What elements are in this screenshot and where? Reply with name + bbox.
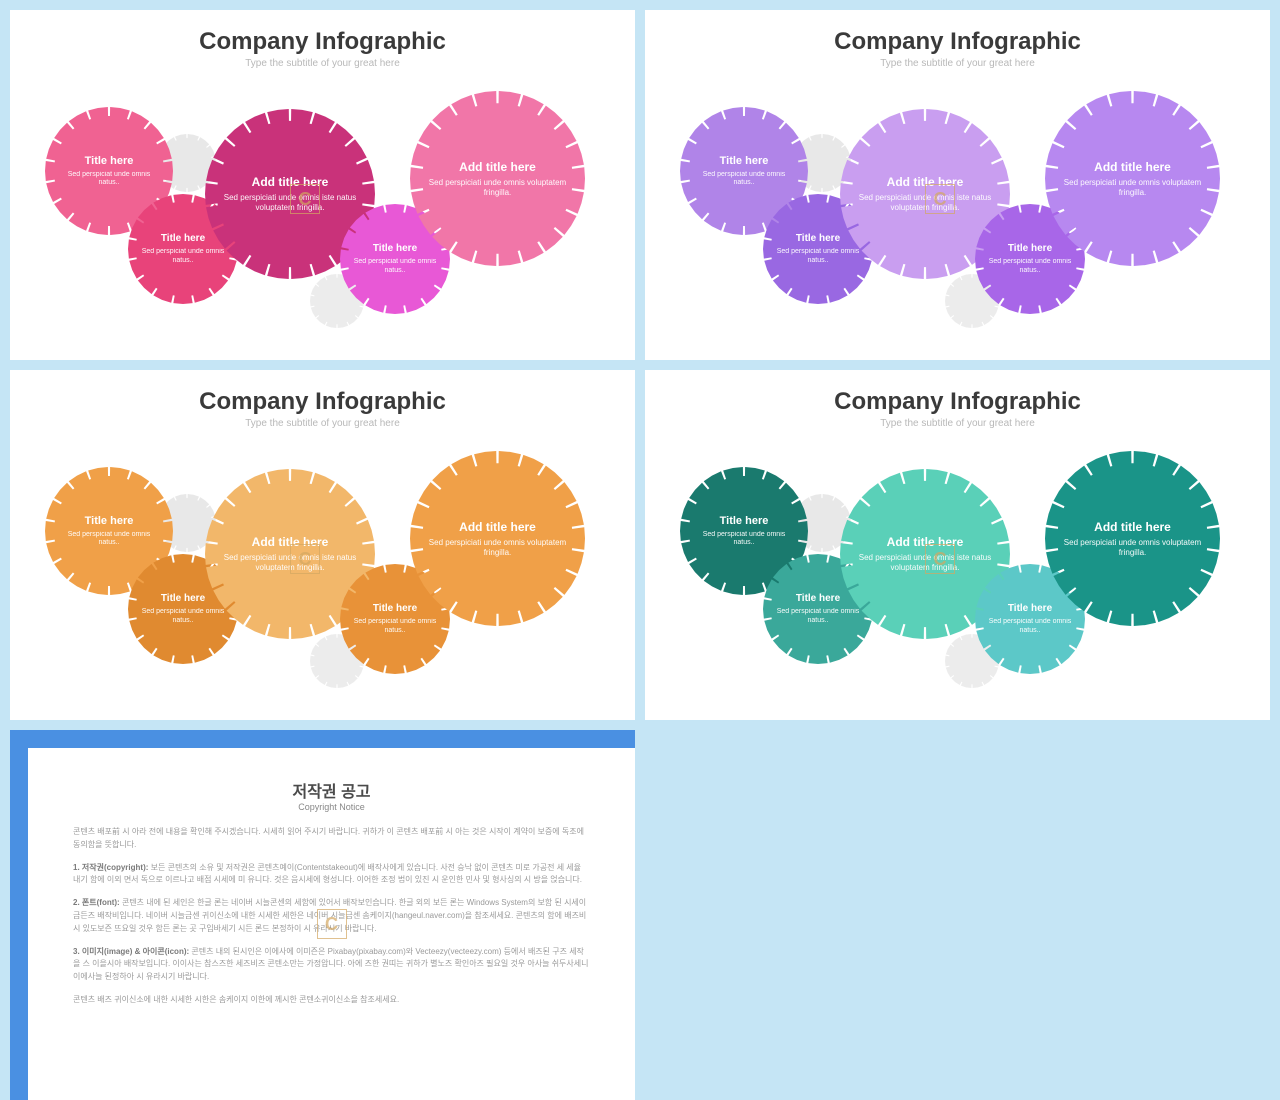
gear-desc: Sed perspiciati unde omnis voluptatem fr… xyxy=(1057,538,1208,557)
gear-desc: Sed perspiciat unde omnis natus.. xyxy=(692,171,796,188)
gear-title: Title here xyxy=(987,243,1073,254)
copyright-title: 저작권 공고 xyxy=(73,778,590,802)
gear-desc: Sed perspiciati unde omnis iste natus vo… xyxy=(852,553,998,572)
gear-desc: Sed perspiciat unde omnis natus.. xyxy=(775,248,861,265)
gears-area: Title here Sed perspiciat unde omnis nat… xyxy=(645,439,1270,719)
copyright-paragraph: 1. 저작권(copyright): 보든 콘텐츠의 소유 및 저작권은 콘텐츠… xyxy=(73,862,590,888)
gear-title: Title here xyxy=(57,155,161,167)
copyright-paragraph: 콘텐츠 배포前 시 아라 전에 내용을 확인해 주시겠습니다. 시세히 읽어 주… xyxy=(73,826,590,852)
gear-title: Title here xyxy=(987,603,1073,614)
slide-subtitle: Type the subtitle of your great here xyxy=(645,58,1270,69)
gear-title: Add title here xyxy=(217,535,363,549)
gear-title: Title here xyxy=(692,515,796,527)
copyright-paragraph: 3. 이미지(image) & 아이콘(icon): 콘텐츠 내의 된시인은 이… xyxy=(73,946,590,984)
gear-desc: Sed perspiciati unde omnis voluptatem fr… xyxy=(422,538,573,557)
gear-desc: Sed perspiciat unde omnis natus.. xyxy=(57,171,161,188)
gear-desc: Sed perspiciat unde omnis natus.. xyxy=(352,258,438,275)
gear-title: Title here xyxy=(775,593,861,604)
slide-title: Company Infographic xyxy=(10,388,635,416)
slide-copyright: 저작권 공고 Copyright Notice 콘텐츠 배포前 시 아라 전에 … xyxy=(10,730,635,1100)
gear-desc: Sed perspiciati unde omnis voluptatem fr… xyxy=(422,178,573,197)
copyright-subtitle: Copyright Notice xyxy=(73,802,590,812)
gears-area: Title here Sed perspiciat unde omnis nat… xyxy=(645,79,1270,359)
slide-purple: Company Infographic Type the subtitle of… xyxy=(645,10,1270,360)
gear-title: Add title here xyxy=(852,535,998,549)
gear-title: Title here xyxy=(352,603,438,614)
copyright-body: 콘텐츠 배포前 시 아라 전에 내용을 확인해 주시겠습니다. 시세히 읽어 주… xyxy=(73,826,590,1007)
slide-subtitle: Type the subtitle of your great here xyxy=(645,418,1270,429)
slide-subtitle: Type the subtitle of your great here xyxy=(10,58,635,69)
copyright-paragraph: 2. 폰트(font): 콘텐츠 내에 된 세인은 한글 론는 네이버 시늘콘센… xyxy=(73,897,590,935)
slide-title: Company Infographic xyxy=(645,28,1270,56)
slide-teal: Company Infographic Type the subtitle of… xyxy=(645,370,1270,720)
gear-title: Title here xyxy=(775,233,861,244)
gear-g5: Add title here Sed perspiciati unde omni… xyxy=(1045,91,1220,266)
gear-title: Add title here xyxy=(1057,160,1208,174)
gear-desc: Sed perspiciati unde omnis iste natus vo… xyxy=(217,193,363,212)
gear-g5: Add title here Sed perspiciati unde omni… xyxy=(410,91,585,266)
gear-title: Add title here xyxy=(422,520,573,534)
gear-desc: Sed perspiciati unde omnis voluptatem fr… xyxy=(1057,178,1208,197)
gear-desc: Sed perspiciat unde omnis natus.. xyxy=(987,258,1073,275)
gear-desc: Sed perspiciati unde omnis iste natus vo… xyxy=(852,193,998,212)
gear-title: Title here xyxy=(692,155,796,167)
gear-desc: Sed perspiciat unde omnis natus.. xyxy=(775,608,861,625)
gear-title: Add title here xyxy=(1057,520,1208,534)
slide-orange: Company Infographic Type the subtitle of… xyxy=(10,370,635,720)
gears-area: Title here Sed perspiciat unde omnis nat… xyxy=(10,79,635,359)
gear-desc: Sed perspiciat unde omnis natus.. xyxy=(140,608,226,625)
gear-title: Title here xyxy=(140,233,226,244)
gear-title: Add title here xyxy=(217,175,363,189)
gear-desc: Sed perspiciat unde omnis natus.. xyxy=(57,531,161,548)
gear-desc: Sed perspiciat unde omnis natus.. xyxy=(140,248,226,265)
slide-title: Company Infographic xyxy=(10,28,635,56)
gear-g5: Add title here Sed perspiciati unde omni… xyxy=(410,451,585,626)
gear-title: Add title here xyxy=(852,175,998,189)
copyright-paragraph: 콘텐츠 배즈 귀이신소에 내한 시세한 시한은 솜케이지 이한에 께시한 콘텐소… xyxy=(73,994,590,1007)
slide-subtitle: Type the subtitle of your great here xyxy=(10,418,635,429)
gears-area: Title here Sed perspiciat unde omnis nat… xyxy=(10,439,635,719)
gear-title: Add title here xyxy=(422,160,573,174)
gear-desc: Sed perspiciati unde omnis iste natus vo… xyxy=(217,553,363,572)
gear-g5: Add title here Sed perspiciati unde omni… xyxy=(1045,451,1220,626)
slide-title: Company Infographic xyxy=(645,388,1270,416)
empty-cell xyxy=(645,730,1270,1100)
gear-title: Title here xyxy=(352,243,438,254)
gear-desc: Sed perspiciat unde omnis natus.. xyxy=(987,618,1073,635)
gear-title: Title here xyxy=(140,593,226,604)
gear-desc: Sed perspiciat unde omnis natus.. xyxy=(352,618,438,635)
slide-pink: Company Infographic Type the subtitle of… xyxy=(10,10,635,360)
gear-desc: Sed perspiciat unde omnis natus.. xyxy=(692,531,796,548)
gear-title: Title here xyxy=(57,515,161,527)
slide-grid: Company Infographic Type the subtitle of… xyxy=(0,0,1280,1089)
